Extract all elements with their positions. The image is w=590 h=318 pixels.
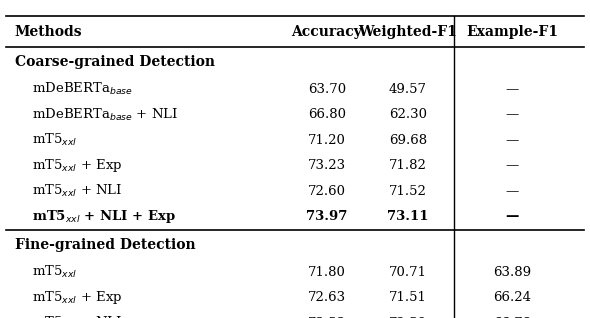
Text: 66.24: 66.24: [493, 291, 531, 304]
Text: Accuracy: Accuracy: [291, 25, 362, 39]
Text: mT5$_{xxl}$: mT5$_{xxl}$: [32, 264, 77, 280]
Text: Fine-grained Detection: Fine-grained Detection: [15, 238, 195, 252]
Text: 73.97: 73.97: [306, 211, 348, 224]
Text: —: —: [505, 83, 519, 96]
Text: 62.30: 62.30: [389, 108, 427, 121]
Text: 71.52: 71.52: [389, 185, 427, 198]
Text: 73.53: 73.53: [308, 317, 346, 318]
Text: Weighted-F1: Weighted-F1: [358, 25, 457, 39]
Text: —: —: [505, 108, 519, 121]
Text: mT5$_{xxl}$ + NLI + Exp: mT5$_{xxl}$ + NLI + Exp: [32, 209, 176, 225]
Text: mT5$_{xxl}$ + Exp: mT5$_{xxl}$ + Exp: [32, 157, 122, 174]
Text: 71.80: 71.80: [308, 266, 346, 279]
Text: 63.70: 63.70: [308, 83, 346, 96]
Text: 72.59: 72.59: [389, 317, 427, 318]
Text: 73.11: 73.11: [387, 211, 428, 224]
Text: 49.57: 49.57: [389, 83, 427, 96]
Text: 73.23: 73.23: [308, 159, 346, 172]
Text: —: —: [505, 211, 519, 224]
Text: 63.89: 63.89: [493, 266, 531, 279]
Text: —: —: [505, 185, 519, 198]
Text: 71.20: 71.20: [308, 134, 346, 147]
Text: 71.82: 71.82: [389, 159, 427, 172]
Text: 72.60: 72.60: [308, 185, 346, 198]
Text: Methods: Methods: [15, 25, 82, 39]
Text: Coarse-grained Detection: Coarse-grained Detection: [15, 55, 215, 69]
Text: 66.78: 66.78: [493, 317, 531, 318]
Text: 70.71: 70.71: [389, 266, 427, 279]
Text: 71.51: 71.51: [389, 291, 427, 304]
Text: 69.68: 69.68: [389, 134, 427, 147]
Text: mT5$_{xxl}$ + NLI: mT5$_{xxl}$ + NLI: [32, 315, 122, 318]
Text: mDeBERTa$_{base}$ + NLI: mDeBERTa$_{base}$ + NLI: [32, 107, 178, 123]
Text: mT5$_{xxl}$ + Exp: mT5$_{xxl}$ + Exp: [32, 289, 122, 306]
Text: mT5$_{xxl}$: mT5$_{xxl}$: [32, 132, 77, 149]
Text: mDeBERTa$_{base}$: mDeBERTa$_{base}$: [32, 81, 133, 97]
Text: mT5$_{xxl}$ + NLI: mT5$_{xxl}$ + NLI: [32, 183, 122, 199]
Text: 66.80: 66.80: [308, 108, 346, 121]
Text: —: —: [505, 159, 519, 172]
Text: —: —: [505, 134, 519, 147]
Text: Example-F1: Example-F1: [466, 25, 558, 39]
Text: 72.63: 72.63: [308, 291, 346, 304]
